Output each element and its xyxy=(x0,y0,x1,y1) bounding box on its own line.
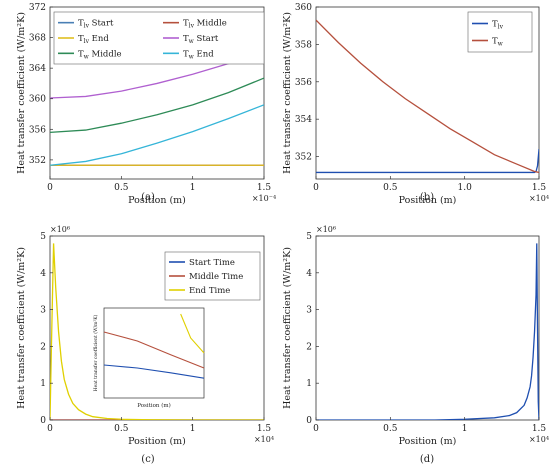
y-tick-label: 2 xyxy=(306,342,312,352)
inset-y-axis-label: Heat transfer coefficient (W/m²K) xyxy=(92,314,99,391)
y-multiplier: ×10⁶ xyxy=(316,225,336,234)
series-line-b-1 xyxy=(316,19,539,174)
inset-series-line-0 xyxy=(103,364,205,379)
panel-b: 0 0.5 1.0 1.5 352 354 356 358 360 ×10⁴ Position (m… xyxy=(282,3,549,206)
legend-c: Start Time Middle Time End Time xyxy=(164,251,261,301)
x-axis-label: Position (m) xyxy=(128,195,186,206)
panel-caption: (d) xyxy=(420,454,434,465)
legend-label: End Time xyxy=(189,286,230,296)
y-tick-label: 4 xyxy=(306,269,312,279)
y-tick-label: 352 xyxy=(29,156,46,166)
y-multiplier: ×10⁶ xyxy=(50,225,70,234)
inset-series-line-2 xyxy=(180,313,205,354)
series-line-b-0 xyxy=(316,149,539,174)
x-tick-label: 1.5 xyxy=(257,424,272,434)
panel-c: 0 0.5 1 1.5 0 1 2 3 4 5 ×10⁴ ×10⁶ Position (m) Heat t… xyxy=(16,225,274,465)
panel-caption: (a) xyxy=(141,192,155,203)
x-tick-label: 0.5 xyxy=(383,424,398,434)
x-multiplier: ×10⁴ xyxy=(529,435,549,444)
y-tick-label: 368 xyxy=(29,34,46,44)
plot-area xyxy=(315,235,540,421)
legend-label: Tlv Start xyxy=(78,19,114,30)
x-tick-label: 1.0 xyxy=(458,183,473,193)
legend-label: Tw End xyxy=(183,49,214,60)
y-tick-label: 360 xyxy=(295,3,312,13)
y-axis-label: Heat transfer coefficient (W/m²K) xyxy=(16,12,27,174)
y-tick-label: 3 xyxy=(306,306,312,316)
x-axis-label: Position (m) xyxy=(399,436,457,447)
inset-c: Position (m) Heat transfer coefficient (W… xyxy=(92,307,205,409)
x-axis-label: Position (m) xyxy=(128,436,186,447)
y-tick-label: 2 xyxy=(40,342,46,352)
legend-box xyxy=(53,11,265,65)
x-tick-label: 0.5 xyxy=(114,183,129,193)
series-line-c-2 xyxy=(50,243,264,420)
y-tick-label: 0 xyxy=(40,416,46,426)
panel-d: 0 0.5 1 1.5 0 1 2 3 4 5 ×10⁴ ×10⁶ Position (m) Heat t… xyxy=(282,225,549,465)
x-multiplier: ×10⁴ xyxy=(254,435,274,444)
series-line-a-4 xyxy=(50,77,264,134)
y-tick-label: 352 xyxy=(295,153,312,163)
series-line-d-0 xyxy=(316,243,539,420)
y-tick-label: 5 xyxy=(40,232,46,242)
y-tick-label: 5 xyxy=(306,232,312,242)
y-tick-label: 372 xyxy=(29,3,46,13)
y-tick-label: 1 xyxy=(40,379,46,389)
y-tick-label: 3 xyxy=(40,306,46,316)
x-multiplier: ×10⁴ xyxy=(529,194,549,203)
legend-label: Start Time xyxy=(189,258,235,268)
y-axis-label: Heat transfer coefficient (W/m²K) xyxy=(282,12,293,174)
panel-caption: (b) xyxy=(420,192,434,203)
y-tick-label: 356 xyxy=(295,78,312,88)
x-tick-label: 0 xyxy=(47,424,53,434)
legend-label: Tlv End xyxy=(78,34,109,45)
x-tick-label: 1 xyxy=(190,183,196,193)
x-tick-label: 0.5 xyxy=(383,183,398,193)
legend-a: Tlv Start Tlv Middle Tlv End Tw Start Tw Mid… xyxy=(53,11,265,65)
y-tick-label: 360 xyxy=(29,95,46,105)
legend-label: Tw Start xyxy=(183,34,219,45)
inset-plot-area xyxy=(103,307,205,399)
y-tick-label: 358 xyxy=(295,40,312,50)
legend-b: Tlv Tw xyxy=(467,11,533,53)
y-axis-label: Heat transfer coefficient (W/m²K) xyxy=(282,247,293,409)
y-tick-label: 354 xyxy=(295,115,312,125)
x-tick-label: 1 xyxy=(462,424,468,434)
legend-label: Tlv xyxy=(492,20,504,31)
panel-a: 0 0.5 1 1.5 352 356 360 364 368 372 ×10⁻⁴ Position … xyxy=(16,3,276,206)
x-tick-label: 1.5 xyxy=(257,183,272,193)
panel-caption: (c) xyxy=(141,454,155,465)
y-tick-label: 356 xyxy=(29,125,46,135)
x-tick-label: 0 xyxy=(47,183,53,193)
y-axis-label: Heat transfer coefficient (W/m²K) xyxy=(16,247,27,409)
legend-box xyxy=(467,11,533,53)
x-tick-label: 0.5 xyxy=(114,424,129,434)
x-multiplier: ×10⁻⁴ xyxy=(252,194,276,203)
x-tick-label: 0 xyxy=(313,424,319,434)
inset-x-axis-label: Position (m) xyxy=(137,402,170,409)
x-axis-label: Position (m) xyxy=(399,195,457,206)
x-tick-label: 1.5 xyxy=(532,424,547,434)
inset-series-line-1 xyxy=(103,331,205,369)
y-tick-label: 4 xyxy=(40,269,46,279)
x-tick-label: 1.5 xyxy=(532,183,547,193)
y-tick-label: 364 xyxy=(29,64,46,74)
y-tick-label: 1 xyxy=(306,379,312,389)
series-line-a-5 xyxy=(50,104,264,166)
legend-label: Tlv Middle xyxy=(183,19,227,30)
y-tick-label: 0 xyxy=(306,416,312,426)
x-tick-label: 1 xyxy=(190,424,196,434)
legend-label: Tw xyxy=(492,37,504,48)
legend-label: Tw Middle xyxy=(78,49,122,60)
legend-label: Middle Time xyxy=(189,272,243,282)
x-tick-label: 0 xyxy=(313,183,319,193)
